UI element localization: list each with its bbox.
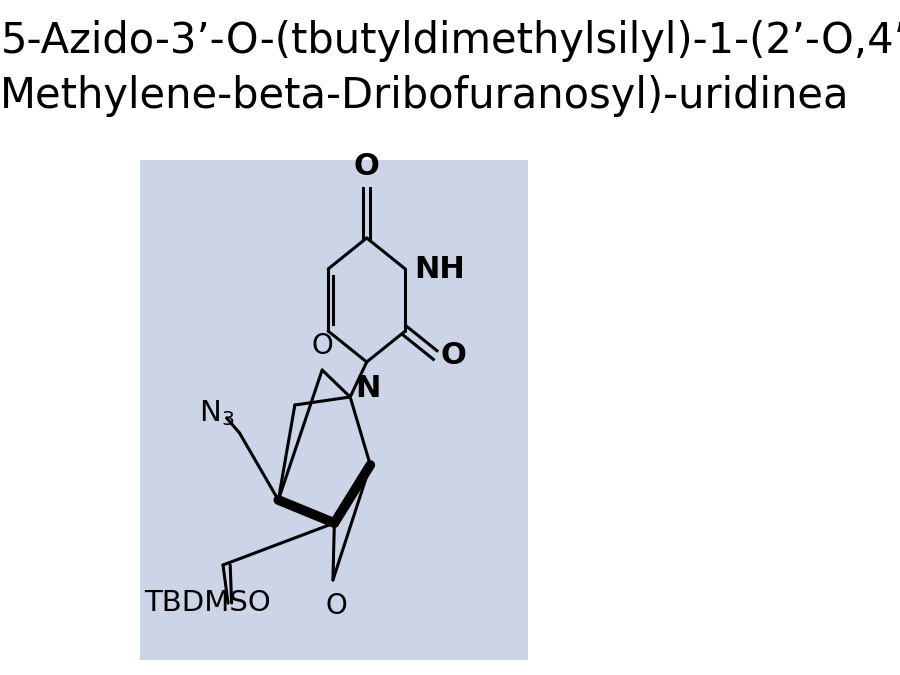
Text: O: O	[311, 332, 333, 360]
Text: 5-Azido-3’-O-(tbutyldimethylsilyl)-1-(2’-O,4’C-: 5-Azido-3’-O-(tbutyldimethylsilyl)-1-(2’…	[0, 20, 900, 62]
Text: O: O	[440, 340, 466, 369]
Bar	[140, 160, 528, 660]
Text: O: O	[354, 152, 380, 181]
Text: N$_3$: N$_3$	[199, 398, 235, 428]
Text: N: N	[356, 374, 381, 403]
Text: TBDMSO: TBDMSO	[144, 589, 271, 617]
Text: NH: NH	[414, 254, 464, 284]
Text: Methylene-beta-Dribofuranosyl)-uridinea: Methylene-beta-Dribofuranosyl)-uridinea	[0, 75, 850, 117]
Text: O: O	[326, 592, 347, 620]
